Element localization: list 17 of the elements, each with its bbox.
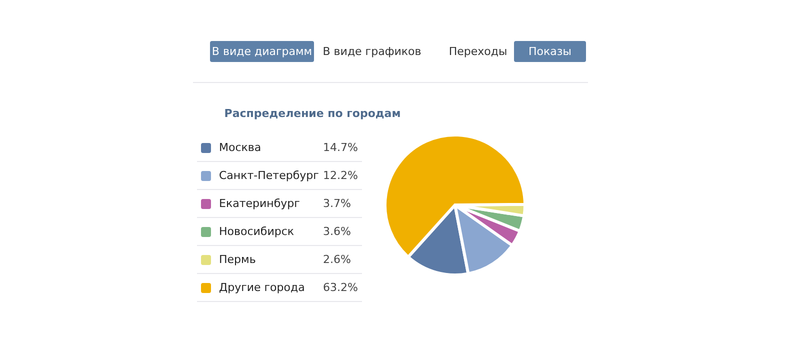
legend-label: Пермь: [219, 253, 257, 266]
chart-title: Распределение по городам: [223, 107, 402, 120]
legend-label: Москва: [219, 141, 262, 154]
legend-label: Екатеринбург: [219, 197, 301, 210]
data-label: 63.2%: [323, 281, 358, 294]
legend-label: Санкт-Петербург: [219, 169, 320, 182]
data-label: 3.7%: [323, 197, 351, 210]
text: В виде графиков: [322, 44, 422, 60]
text: В виде диаграмм: [210, 41, 314, 62]
text: Показы: [514, 41, 586, 62]
text: Переходы: [448, 44, 508, 60]
data-label: 3.6%: [323, 225, 351, 238]
data-label: 2.6%: [323, 253, 351, 266]
legend-label: Новосибирск: [219, 225, 296, 238]
data-label: 14.7%: [323, 141, 358, 154]
legend-label: Другие города: [219, 281, 306, 294]
data-label: 12.2%: [323, 169, 358, 182]
